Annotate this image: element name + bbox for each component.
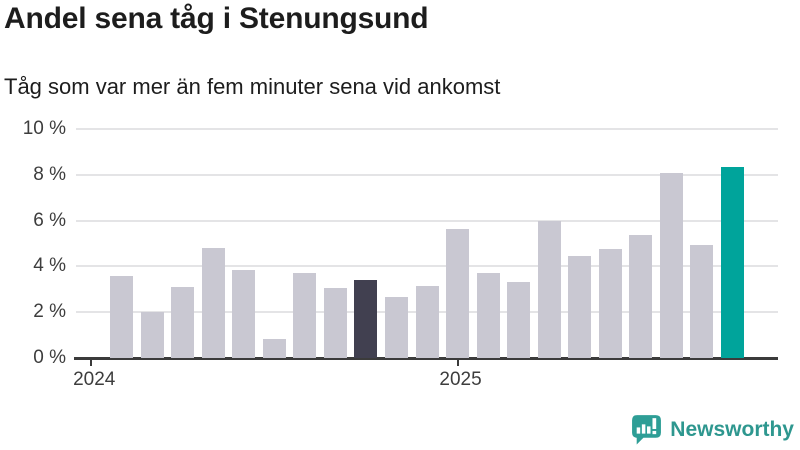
bar-highlight-current — [720, 166, 744, 358]
x-axis-tick — [90, 359, 93, 366]
bar — [201, 248, 225, 358]
bar — [171, 287, 195, 358]
gridline — [76, 265, 778, 268]
bar — [415, 285, 439, 358]
bar — [629, 235, 653, 358]
x-axis-label: 2024 — [73, 369, 116, 390]
bar-highlight-dark — [354, 280, 378, 358]
y-axis-label: 2 % — [33, 301, 66, 323]
bar — [323, 288, 347, 358]
chart-title: Andel sena tåg i Stenungsund — [4, 2, 429, 35]
x-axis-line — [74, 357, 778, 360]
bar-chart-speech-bubble-icon — [632, 415, 662, 445]
y-axis-label: 6 % — [33, 209, 66, 231]
gridline — [76, 128, 778, 130]
bar — [293, 273, 317, 358]
bar — [140, 312, 164, 358]
gridline — [76, 173, 778, 176]
bar — [384, 297, 408, 358]
gridline — [76, 219, 778, 222]
newsworthy-logo: Newsworthy — [630, 413, 794, 446]
bar — [110, 275, 134, 358]
y-axis-label: 10 % — [22, 118, 66, 139]
y-axis-label: 4 % — [33, 255, 66, 277]
bar — [659, 172, 683, 358]
y-axis-label: 0 % — [33, 347, 66, 368]
bar — [476, 273, 500, 358]
bar — [598, 249, 622, 358]
bar — [690, 244, 714, 358]
y-axis-label: 8 % — [33, 163, 66, 185]
bar — [262, 338, 286, 358]
bar — [507, 282, 531, 358]
x-axis-label: 2025 — [439, 369, 482, 390]
chart-subtitle: Tåg som var mer än fem minuter sena vid … — [4, 74, 501, 99]
newsworthy-wordmark: Newsworthy — [670, 417, 794, 441]
bar — [537, 220, 561, 358]
bar — [446, 228, 470, 358]
x-axis-tick — [456, 359, 459, 366]
bar — [232, 269, 256, 358]
bar — [568, 256, 592, 358]
